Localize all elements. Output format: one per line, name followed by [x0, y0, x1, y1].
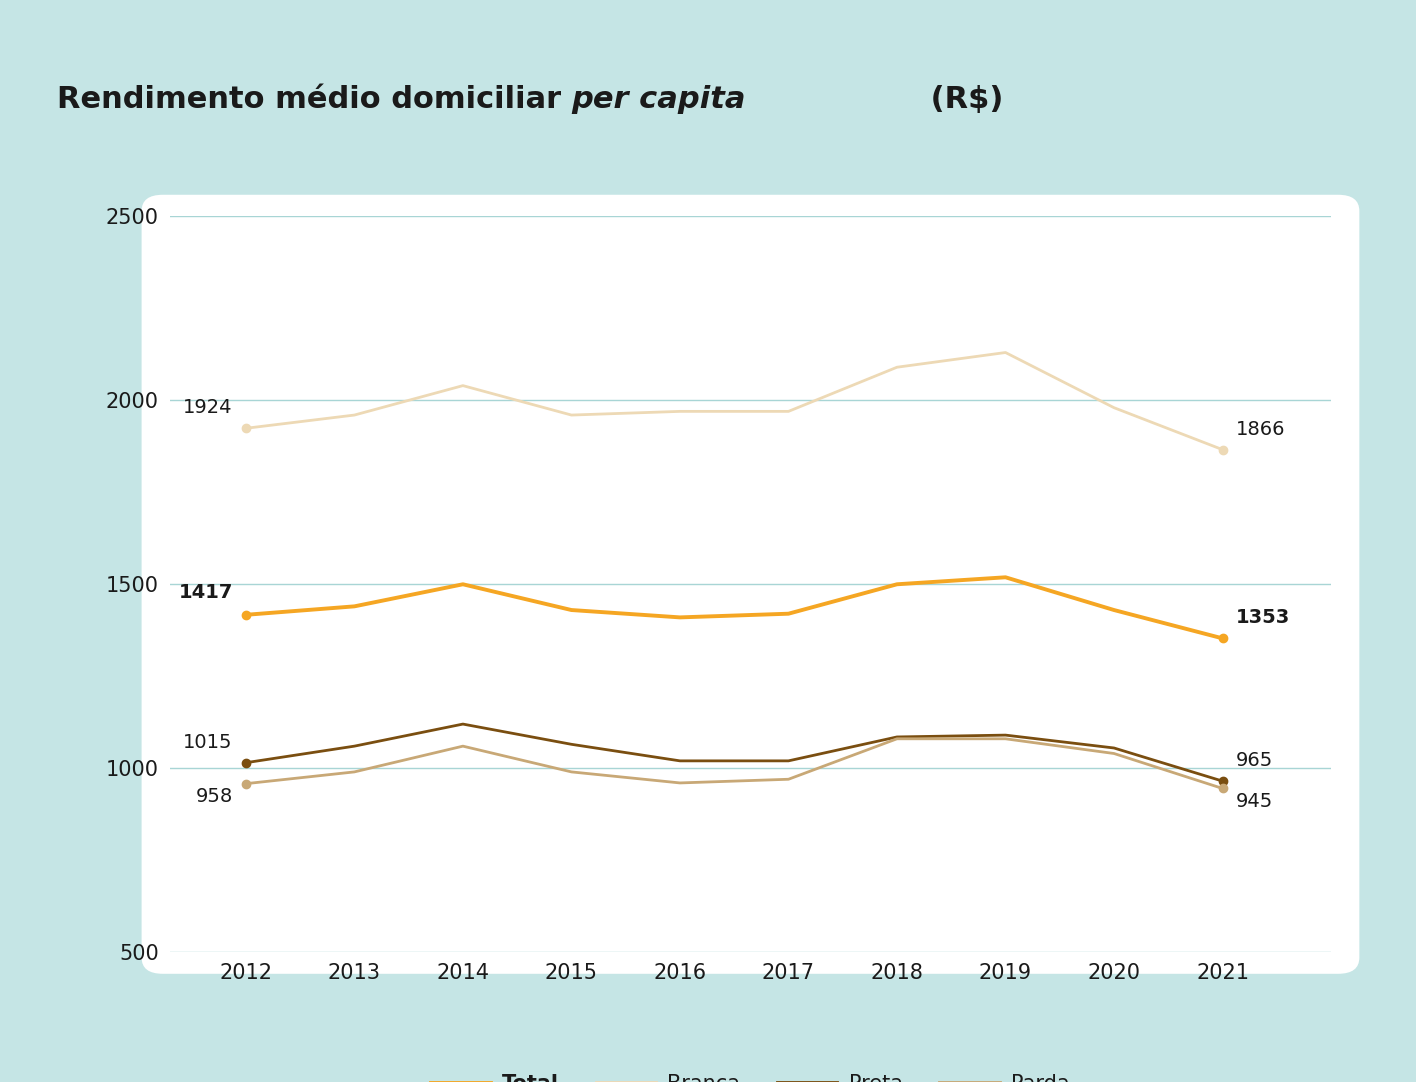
Text: Rendimento médio domiciliar: Rendimento médio domiciliar	[57, 84, 572, 114]
Text: 945: 945	[1236, 792, 1273, 810]
Text: 1015: 1015	[183, 733, 232, 752]
Text: (R$): (R$)	[920, 84, 1004, 114]
Text: 1353: 1353	[1236, 608, 1290, 628]
Text: 965: 965	[1236, 751, 1273, 770]
Text: 1866: 1866	[1236, 420, 1286, 438]
Text: 1924: 1924	[183, 398, 232, 418]
Legend: Total, Branca, Preta, Parda: Total, Branca, Preta, Parda	[423, 1066, 1078, 1082]
Text: per capita: per capita	[572, 84, 746, 114]
Text: 1417: 1417	[178, 583, 232, 602]
Text: 958: 958	[195, 787, 232, 806]
